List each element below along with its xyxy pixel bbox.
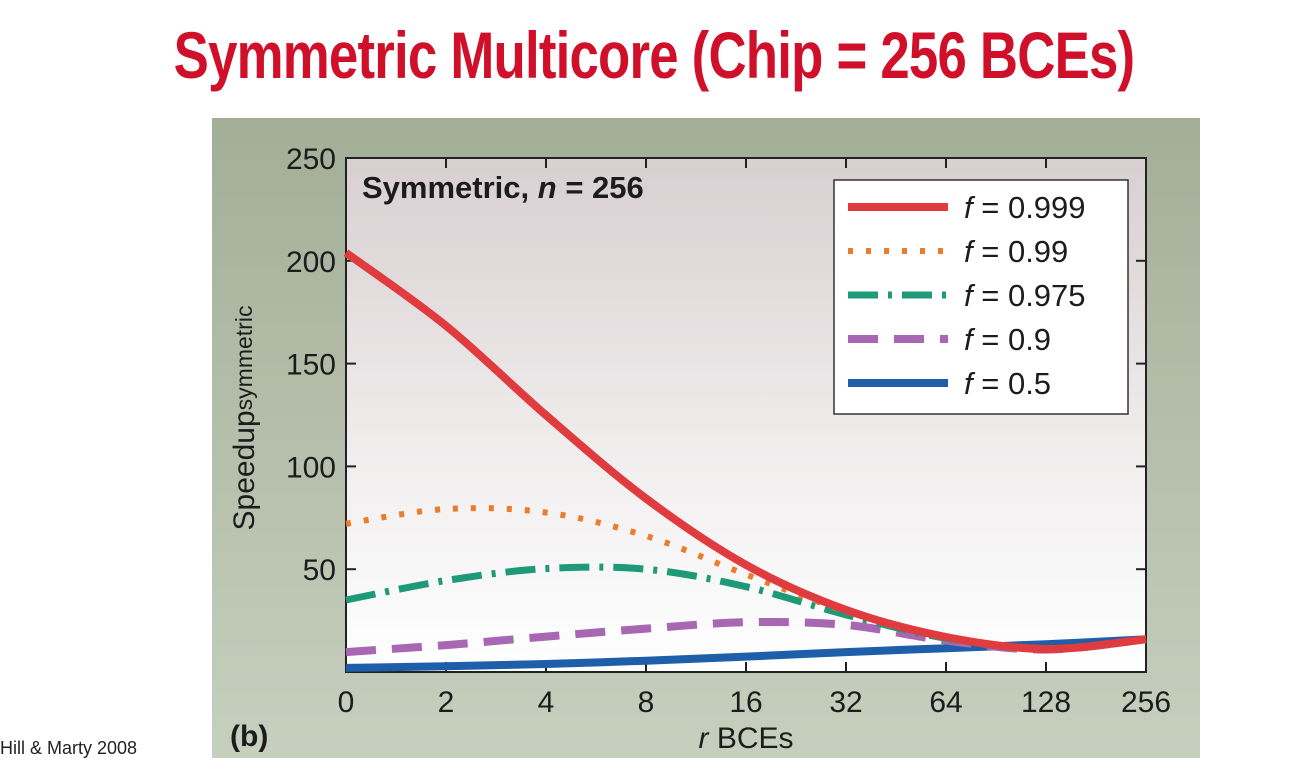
chart-annotation: Symmetric, n = 256: [362, 170, 644, 205]
y-tick-label: 250: [286, 143, 336, 176]
x-tick-label: 128: [1021, 686, 1071, 719]
x-tick-label: 0: [338, 686, 355, 719]
tick-labels: 0 2 4 8 16 32 64 128 256 50 100 150 200 250: [286, 143, 1171, 719]
x-tick-label: 64: [929, 686, 962, 719]
x-tick-label: 32: [829, 686, 862, 719]
legend-label: f = 0.99: [964, 234, 1068, 269]
speedup-chart: 0 2 4 8 16 32 64 128 256 50 100 150 200 250 Symmetric…: [212, 118, 1200, 758]
series-line-0.975: [345, 563, 1147, 653]
series-lines: [343, 249, 1147, 672]
y-tick-label: 200: [286, 246, 336, 279]
y-tick-label: 100: [286, 451, 336, 484]
chart-figure: 0 2 4 8 16 32 64 128 256 50 100 150 200 250 Symmetric…: [212, 118, 1200, 758]
x-tick-label: 4: [538, 686, 555, 719]
x-tick-label: 2: [438, 686, 455, 719]
legend-box: [833, 179, 1129, 415]
x-tick-label: 16: [729, 686, 762, 719]
axis-ticks: [345, 157, 1147, 672]
legend-label: f = 0.5: [964, 366, 1051, 401]
legend-label: f = 0.9: [964, 322, 1051, 357]
source-credit: Hill & Marty 2008: [0, 738, 138, 758]
legend-label: f = 0.999: [964, 190, 1086, 225]
chart-legend: f = 0.999 f = 0.99 f = 0.975 f = 0.9 f = 0.5: [833, 179, 1129, 415]
legend-label: f = 0.975: [964, 278, 1086, 313]
series-line-0.999: [343, 249, 1147, 654]
panel-label: (b): [230, 720, 268, 753]
x-axis-label: r BCEs: [698, 722, 793, 755]
y-tick-label: 50: [303, 554, 336, 587]
y-tick-label: 150: [286, 349, 336, 382]
y-axis-label: Speedupsymmetric: [228, 306, 261, 531]
x-tick-label: 8: [638, 686, 655, 719]
x-tick-label: 256: [1121, 686, 1171, 719]
slide-title: Symmetric Multicore (Chip = 256 BCEs): [173, 18, 1135, 92]
